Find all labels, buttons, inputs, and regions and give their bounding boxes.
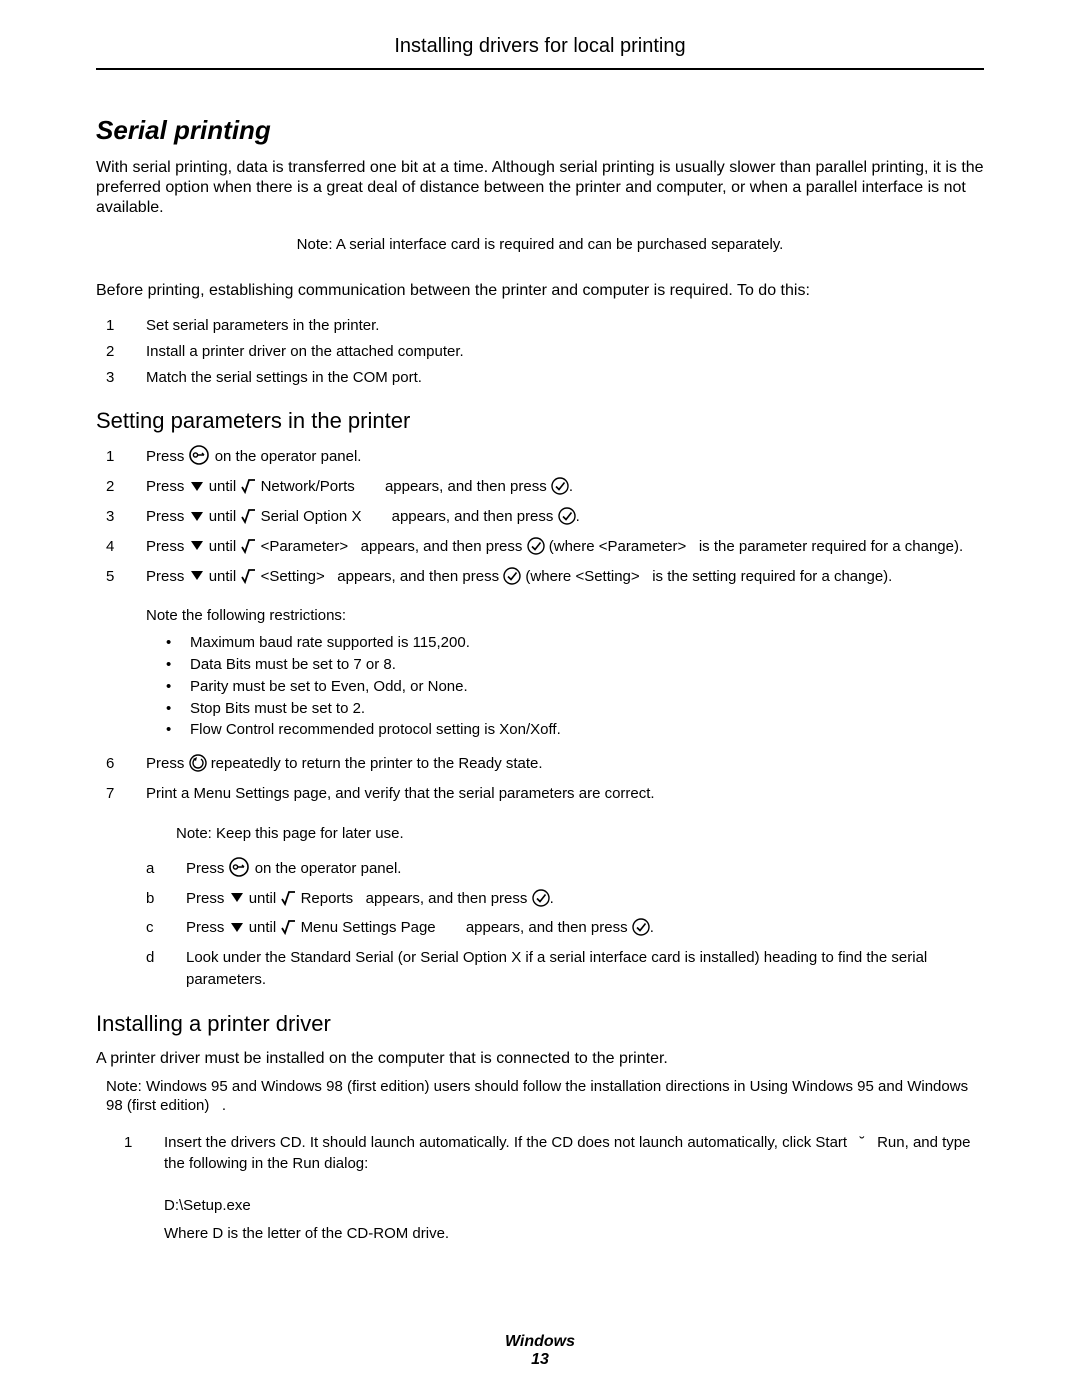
root-icon [240, 538, 256, 554]
header-rule [96, 68, 984, 70]
params-steps-cont: 6 Press repeatedly to return the printer… [96, 753, 984, 805]
windows-note: Note: Windows 95 and Windows 98 (first e… [106, 1077, 974, 1116]
section-title: Serial printing [96, 115, 984, 146]
down-icon [189, 479, 205, 494]
setup-path: D:\Setup.exe [164, 1195, 984, 1217]
bullet: Parity must be set to Even, Odd, or None… [190, 676, 468, 698]
params-steps: 1 Press on the operator panel. 2 Press u… [96, 446, 984, 587]
step: Install a printer driver on the attached… [146, 341, 984, 363]
step: Press until Serial Option X appears, and… [146, 506, 984, 528]
footer-page-number: 13 [0, 1351, 1080, 1369]
step: Match the serial settings in the COM por… [146, 367, 984, 389]
restrictions-note: Note the following restrictions: [146, 607, 984, 624]
bullet: Data Bits must be set to 7 or 8. [190, 654, 396, 676]
top-steps-list: 1Set serial parameters in the printer. 2… [96, 315, 984, 388]
back-circle-icon [189, 754, 207, 772]
step: Press repeatedly to return the printer t… [146, 753, 984, 775]
check-circle-icon [632, 918, 650, 936]
root-icon [240, 568, 256, 584]
check-circle-icon [527, 537, 545, 555]
keep-page-note: Note: Keep this page for later use. [176, 825, 984, 842]
down-icon [189, 509, 205, 524]
subsection-title: Setting parameters in the printer [96, 408, 984, 434]
down-icon [229, 920, 245, 935]
footer-os: Windows [0, 1333, 1080, 1351]
before-paragraph: Before printing, establishing communicat… [96, 281, 984, 301]
down-icon [189, 568, 205, 583]
subsection-title: Installing a printer driver [96, 1011, 984, 1037]
note-serial-card: Note: A serial interface card is require… [96, 236, 984, 253]
root-icon [240, 508, 256, 524]
root-icon [240, 478, 256, 494]
step: Press until Network/Ports appears, and t… [146, 476, 984, 498]
menu-icon [229, 857, 251, 879]
where-d: Where D is the letter of the CD-ROM driv… [164, 1223, 984, 1245]
check-circle-icon [503, 567, 521, 585]
step: Press on the operator panel. [146, 446, 984, 468]
substep: Press on the operator panel. [186, 858, 984, 880]
page-header: Installing drivers for local printing [96, 35, 984, 68]
down-icon [189, 538, 205, 553]
intro-paragraph: With serial printing, data is transferre… [96, 158, 984, 218]
install-steps: 1 Insert the drivers CD. It should launc… [96, 1132, 984, 1176]
step: Set serial parameters in the printer. [146, 315, 984, 337]
down-icon [229, 890, 245, 905]
root-icon [280, 890, 296, 906]
step: Press until <Parameter> appears, and the… [146, 536, 984, 558]
substep: Press until Menu Settings Page appears, … [186, 917, 984, 939]
step: Press until <Setting> appears, and then … [146, 566, 984, 588]
bullet: Stop Bits must be set to 2. [190, 698, 365, 720]
install-step: Insert the drivers CD. It should launch … [164, 1132, 984, 1176]
substeps-list: a Press on the operator panel. b Press u… [136, 858, 984, 991]
page-footer: Windows 13 [0, 1333, 1080, 1369]
check-circle-icon [532, 889, 550, 907]
page: Installing drivers for local printing Se… [0, 0, 1080, 1397]
restrictions-list: •Maximum baud rate supported is 115,200.… [166, 632, 984, 741]
driver-intro: A printer driver must be installed on th… [96, 1049, 984, 1069]
substep: Look under the Standard Serial (or Seria… [186, 947, 984, 991]
check-circle-icon [551, 477, 569, 495]
step: Print a Menu Settings page, and verify t… [146, 783, 984, 805]
root-icon [280, 919, 296, 935]
bullet: Flow Control recommended protocol settin… [190, 719, 561, 741]
menu-icon [189, 445, 211, 467]
bullet: Maximum baud rate supported is 115,200. [190, 632, 470, 654]
substep: Press until Reports appears, and then pr… [186, 888, 984, 910]
check-circle-icon [558, 507, 576, 525]
